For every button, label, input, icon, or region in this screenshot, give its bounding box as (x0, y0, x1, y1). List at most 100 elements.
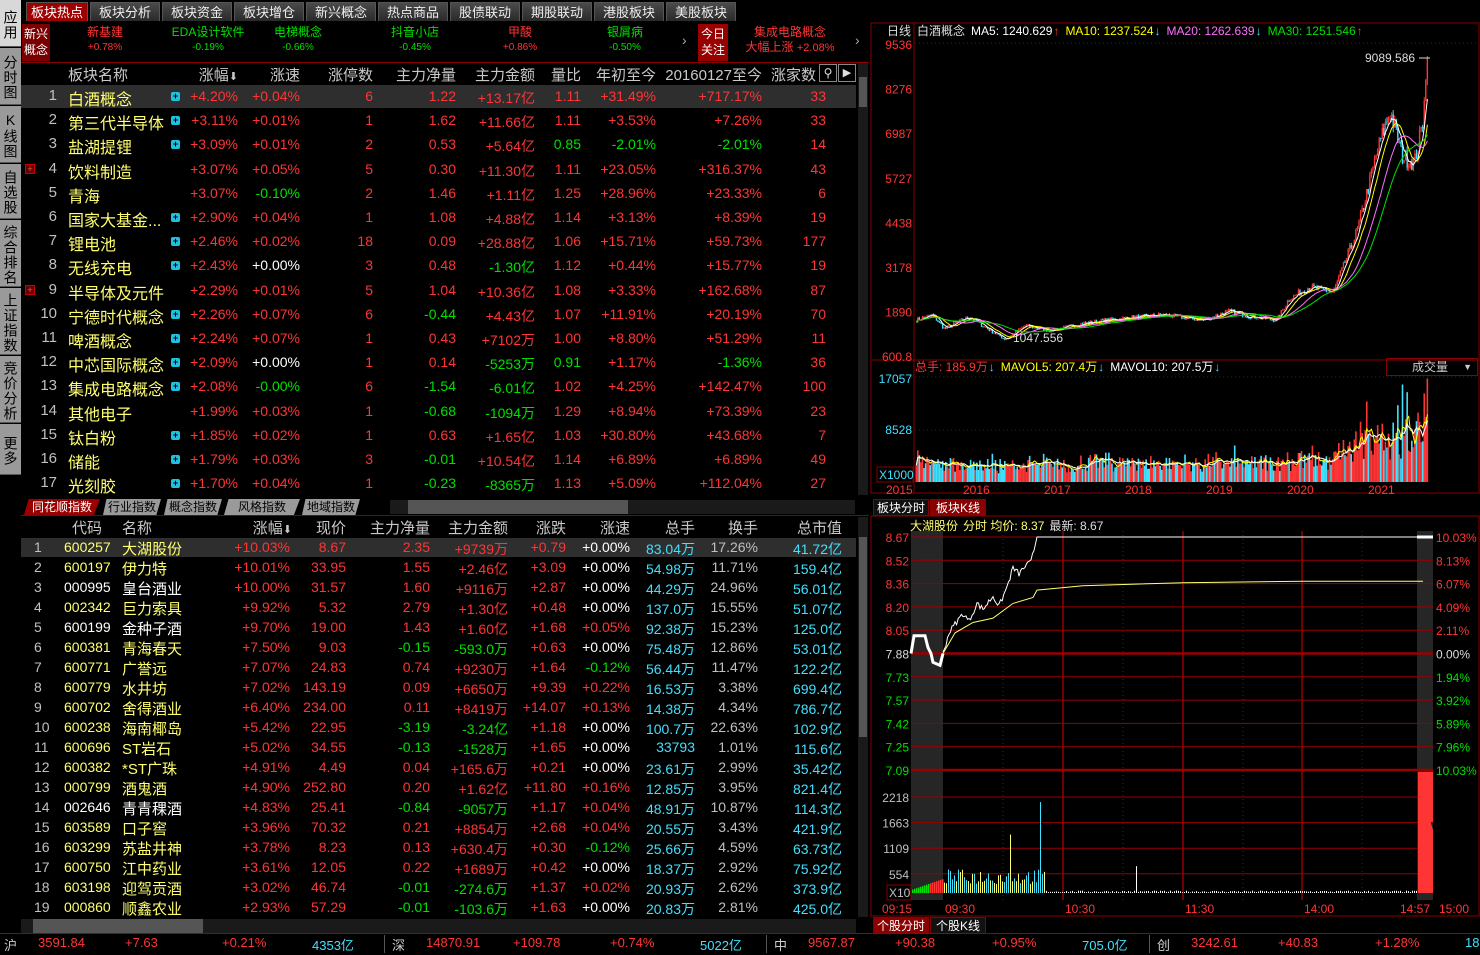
table-row[interactable]: 5 600199 金种子酒 +9.70% 19.00 1.43 +1.60亿 +1.68 +0.… (21, 618, 856, 638)
sidebar-item[interactable]: 综合排名 (0, 220, 21, 287)
sidebar-item[interactable]: K线图 (0, 106, 21, 163)
sidebar-item[interactable]: 分时图 (0, 48, 21, 105)
lower-scrollbar[interactable] (858, 517, 868, 917)
table-row[interactable]: 13 集成电路概念 + +2.08% -0.00% 6 -1.54 -6.01亿 1.02 +4.… (21, 375, 856, 399)
stock-code[interactable]: 600382 (64, 759, 111, 775)
column-header[interactable]: 板块名称 (68, 67, 129, 84)
column-header[interactable]: 涨幅⬇ (252, 520, 292, 537)
stock-name[interactable]: 酒鬼酒 (122, 781, 168, 798)
ticker-next-icon[interactable]: › (682, 32, 687, 48)
sector-name[interactable]: 青海 (68, 188, 101, 206)
stock-name[interactable]: 江中药业 (122, 861, 183, 878)
table-row[interactable]: 15 钛白粉 + +1.85% +0.02% 1 0.63 +1.65亿 1.03 +30.80%… (21, 424, 856, 448)
stock-code[interactable]: 600381 (64, 639, 111, 655)
column-header[interactable]: 总市值 (796, 520, 842, 537)
table-row[interactable]: 7 锂电池 + +2.46% +0.02% 18 0.09 +28.88亿 1.06 +15.71… (21, 230, 856, 255)
column-header[interactable]: 年初至今 (595, 67, 656, 84)
stock-name[interactable]: 迎驾贡酒 (122, 881, 183, 898)
table-row[interactable]: 17 光刻胶 + +1.70% +0.04% 1 -0.23 -8365万 1.13 +5.09%… (21, 472, 856, 497)
column-header[interactable]: 现价 (315, 520, 346, 537)
sector-name[interactable]: 其他电子 (68, 406, 133, 424)
column-header[interactable]: 主力净量 (395, 67, 456, 84)
tab-stock-intraday[interactable]: 个股分时 (873, 917, 929, 934)
stock-code[interactable]: 600702 (64, 699, 111, 715)
search-icon[interactable]: ⚲ (819, 64, 837, 82)
stock-name[interactable]: 顺鑫农业 (122, 901, 183, 918)
tab-index-2[interactable]: 概念指数 (164, 499, 222, 515)
sector-name[interactable]: 锂电池 (68, 237, 117, 255)
column-header[interactable]: 代码 (72, 520, 103, 537)
stock-code[interactable]: 600197 (64, 559, 111, 575)
sector-name[interactable]: 半导体及元件 (68, 285, 165, 303)
expand-icon[interactable]: + (25, 163, 35, 174)
stock-code[interactable]: 603299 (64, 839, 111, 855)
sector-name[interactable]: 钛白粉 (68, 430, 117, 448)
stock-code[interactable]: 000799 (64, 779, 111, 795)
table-row[interactable]: 9 600702 舍得酒业 +6.40% 234.00 0.11 +8419万 +14.07 +… (21, 698, 856, 718)
column-header[interactable]: 20160127至今 (665, 67, 762, 84)
column-header[interactable]: 涨停数 (327, 67, 373, 84)
table-row[interactable]: 18 603198 迎驾贡酒 +3.02% 46.74 -0.01 -274.6万 +1.37… (21, 878, 856, 898)
tab-9[interactable]: 美股板块 (666, 2, 736, 21)
table-row[interactable]: 10 600238 海南椰岛 +5.42% 22.95 -3.19 -3.24亿 +1.18 +… (21, 718, 856, 738)
tab-index-0[interactable]: 同花顺指数 (24, 499, 100, 515)
tab-8[interactable]: 港股板块 (594, 2, 664, 21)
sector-name[interactable]: 第三代半导体 (68, 116, 165, 134)
stock-name[interactable]: 口子窖 (122, 821, 168, 838)
stock-code[interactable]: 600257 (64, 539, 111, 555)
sector-name[interactable]: 啤酒概念 (68, 334, 133, 351)
table-row[interactable]: 7 600771 广誉远 +7.07% 24.83 0.74 +9230万 +1.64 -0.1… (21, 658, 856, 678)
table-row[interactable]: 6 600381 青海春天 +7.50% 9.03 -0.15 -593.0万 +0.63 +0… (21, 638, 856, 658)
table-row[interactable]: 4 002342 巨力索具 +9.92% 5.32 2.79 +1.30亿 +0.48 +0.0… (21, 598, 856, 618)
add-icon[interactable]: + (171, 236, 180, 247)
column-header[interactable]: 涨速 (269, 67, 300, 84)
sidebar-item[interactable]: 竞价分析 (0, 356, 21, 423)
sidebar-item[interactable]: 更多 (0, 424, 21, 475)
table-row[interactable]: 3 000995 皇台酒业 +10.00% 31.57 1.60 +9116万 +2.87 +0… (21, 578, 856, 598)
stock-code[interactable]: 600696 (64, 739, 111, 755)
table-row[interactable]: 8 无线充电 + +2.43% +0.00% 3 0.48 -1.30亿 1.12 +0.44% +… (21, 254, 856, 279)
tab-1[interactable]: 板块分析 (90, 2, 160, 21)
tab-5[interactable]: 热点商品 (378, 2, 448, 21)
expand-icon[interactable]: + (25, 284, 35, 295)
table-row[interactable]: 2 第三代半导体 + +3.11% +0.01% 1 1.62 +11.66亿 1.11 +3.5… (21, 109, 856, 134)
ticker-item[interactable]: 电梯概念 -0.66% (248, 25, 348, 55)
stock-name[interactable]: 皇台酒业 (122, 581, 183, 598)
table-row[interactable]: 1 600257 大湖股份 +10.03% 8.67 2.35 +9739万 +0.79 +0.… (21, 538, 856, 558)
table-row[interactable]: 14 002646 青青稞酒 +4.83% 25.41 -0.84 -9057万 +1.17 +… (21, 798, 856, 818)
add-icon[interactable]: + (171, 308, 180, 319)
table-row[interactable]: 17 600750 江中药业 +3.61% 12.05 0.22 +1689万 +0.42 +0… (21, 858, 856, 878)
column-header[interactable]: 主力净量 (369, 520, 430, 537)
indicator-select[interactable]: 成交量 ▼ (1386, 358, 1478, 376)
tab-stock-kline[interactable]: 个股K线 (930, 917, 986, 934)
table-row[interactable]: 12 600382 *ST广珠 +4.91% 4.49 0.04 +165.6万 +0.21 +… (21, 758, 856, 778)
stock-name[interactable]: 青青稞酒 (122, 801, 183, 818)
table-row[interactable]: 14 其他电子 +1.99% +0.03% 1 -0.68 -1094万 1.29 +8.94%… (21, 400, 856, 424)
horizontal-scrollbar[interactable] (390, 500, 855, 514)
ticker-item[interactable]: 银屑病 -0.50% (575, 25, 675, 55)
stock-name[interactable]: 金种子酒 (122, 621, 183, 638)
table-row[interactable]: 16 603299 苏盐井神 +3.78% 8.23 0.13 +630.4万 +0.30 -0… (21, 838, 856, 858)
table-row[interactable]: 3 盐湖提锂 + +3.09% +0.01% 2 0.53 +5.64亿 0.85 -2.01% -… (21, 133, 856, 157)
stock-name[interactable]: ST岩石 (122, 741, 172, 758)
stock-name[interactable]: 广誉远 (122, 661, 168, 678)
sector-name[interactable]: 光刻胶 (68, 479, 117, 497)
column-next-icon[interactable]: ▶ (838, 64, 856, 82)
stock-code[interactable]: 000860 (64, 899, 111, 915)
ticker-item[interactable]: 新基建 +0.78% (55, 25, 155, 55)
stock-name[interactable]: 海南椰岛 (122, 721, 183, 738)
stock-code[interactable]: 600779 (64, 679, 111, 695)
tab-sector-kline[interactable]: 板块K线 (930, 499, 986, 516)
table-row[interactable]: 11 啤酒概念 + +2.24% +0.07% 1 0.43 +7102万 1.00 +8.80%… (21, 327, 856, 351)
sector-name[interactable]: 白酒概念 (68, 92, 133, 109)
table-row[interactable]: 12 中芯国际概念 + +2.09% +0.00% 1 0.14 -5253万 0.91 +1.1… (21, 351, 856, 375)
ticker-item[interactable]: 甲酸 +0.86% (470, 25, 570, 55)
column-header[interactable]: 涨跌 (535, 520, 566, 537)
sector-name[interactable]: 无线充电 (68, 261, 133, 279)
add-icon[interactable]: + (171, 478, 180, 489)
stock-name[interactable]: 舍得酒业 (122, 701, 183, 718)
sidebar-item[interactable]: 上证指数 (0, 288, 21, 355)
table-row[interactable]: 15 603589 口子窖 +3.96% 70.32 0.21 +8854万 +2.68 +0.… (21, 818, 856, 838)
stock-code[interactable]: 000995 (64, 579, 111, 595)
add-icon[interactable]: + (171, 357, 180, 368)
